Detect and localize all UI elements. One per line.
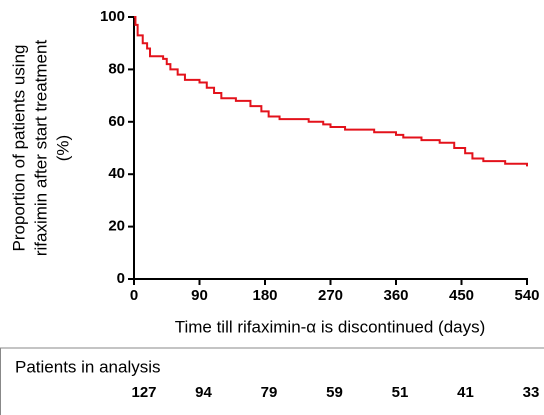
y-tick-label: 0 [117, 270, 125, 287]
y-axis-label: (%) [53, 135, 72, 161]
at-risk-count: 94 [195, 384, 212, 401]
at-risk-count: 127 [131, 384, 156, 401]
y-tick-label: 100 [100, 8, 125, 25]
survival-line [134, 16, 528, 167]
y-axis-label: Proportion of patients using [9, 45, 28, 252]
at-risk-count: 33 [523, 384, 540, 401]
at-risk-count: 41 [457, 384, 474, 401]
y-axis-label: rifaximin after start treatment [31, 40, 50, 257]
x-tick-label: 180 [252, 287, 277, 304]
at-risk-count: 79 [261, 384, 278, 401]
risk-table-title: Patients in analysis [15, 357, 161, 376]
x-tick-label: 270 [318, 287, 343, 304]
y-tick-label: 40 [108, 165, 125, 182]
at-risk-count: 51 [392, 384, 409, 401]
at-risk-count: 59 [326, 384, 343, 401]
x-tick-label: 360 [383, 287, 408, 304]
y-tick-label: 20 [108, 218, 125, 235]
x-tick-label: 450 [449, 287, 474, 304]
y-tick-label: 60 [108, 113, 125, 130]
x-tick-label: 90 [191, 287, 208, 304]
x-tick-label: 540 [514, 287, 539, 304]
x-axis-label: Time till rifaximin-α is discontinued (d… [175, 317, 486, 336]
x-tick-label: 0 [130, 287, 138, 304]
y-tick-label: 80 [108, 60, 125, 77]
